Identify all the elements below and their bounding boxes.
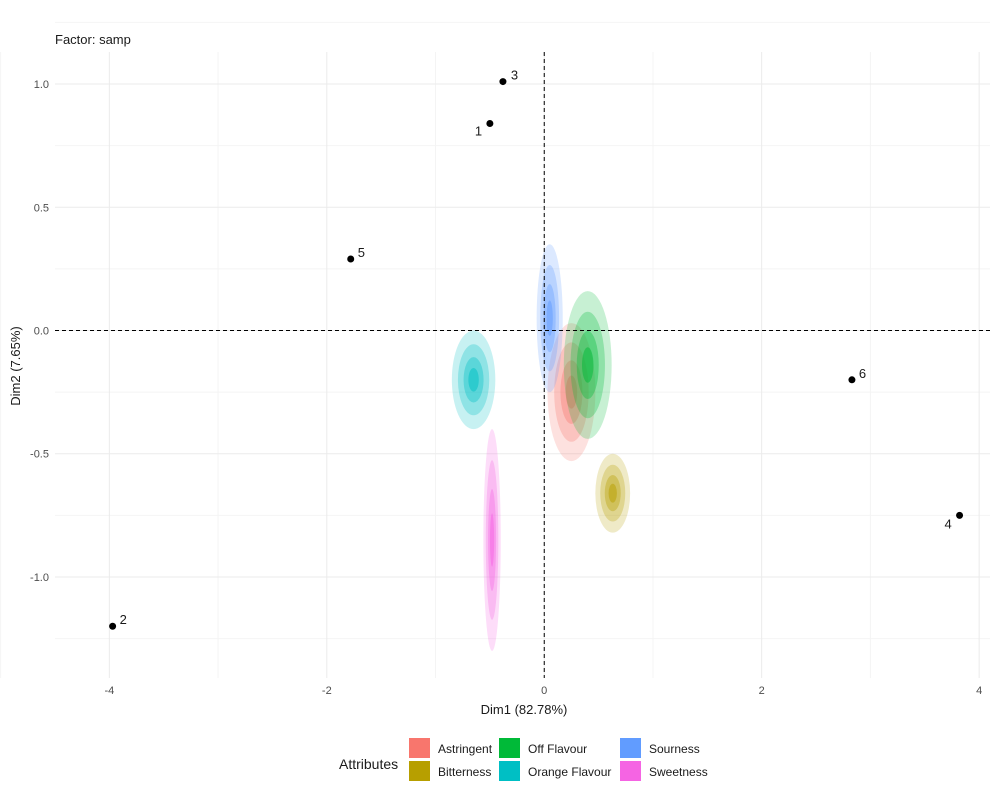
plot-panel: -4 -2 0 2 4 1.0 0.5 0.0 -0.5 -1.0 1 2 3 4 5 6	[0, 21, 990, 697]
legend-label: Astringent	[438, 742, 493, 756]
legend-label: Sourness	[649, 742, 700, 756]
y-tick-label: 0.0	[34, 325, 49, 337]
data-point-4	[956, 511, 964, 519]
data-point-label-4: 4	[945, 516, 952, 531]
legend-key-off-flavour	[499, 738, 520, 758]
legend-key-bitterness	[409, 761, 430, 781]
data-point-label-5: 5	[358, 245, 365, 260]
legend-label: Sweetness	[649, 765, 708, 779]
data-point-label-3: 3	[511, 68, 518, 83]
density-orange-flavour	[451, 330, 496, 430]
data-point-label-2: 2	[120, 612, 127, 627]
legend-key-astringent	[409, 738, 430, 758]
data-point-6	[848, 376, 856, 384]
y-tick-label: -0.5	[30, 449, 49, 461]
density-sweetness	[483, 429, 501, 651]
chart-subtitle: Factor: samp	[55, 32, 131, 47]
density-contour	[565, 375, 578, 409]
y-tick-label: 0.5	[34, 202, 49, 214]
legend-key-sourness	[620, 738, 641, 758]
legend-label: Off Flavour	[528, 742, 587, 756]
density-bitterness	[595, 453, 631, 533]
x-tick-label: 4	[976, 685, 982, 697]
x-tick-label: -4	[104, 685, 114, 697]
x-tick-label: 0	[541, 685, 547, 697]
legend: Attributes Astringent Bitterness Off Flavo…	[339, 738, 708, 781]
legend-key-orange-flavour	[499, 761, 520, 781]
data-point-label-6: 6	[859, 366, 866, 381]
y-tick-label: -1.0	[30, 572, 49, 584]
x-axis-title: Dim1 (82.78%)	[481, 702, 568, 717]
y-tick-label: 1.0	[34, 79, 49, 91]
legend-label: Orange Flavour	[528, 765, 611, 779]
data-point-1	[486, 119, 494, 127]
density-contour	[581, 347, 594, 383]
legend-key-sweetness	[620, 761, 641, 781]
data-point-3	[499, 78, 507, 86]
data-point-label-1: 1	[475, 123, 482, 138]
density-contour	[468, 367, 479, 392]
density-contour	[489, 513, 495, 567]
density-contour	[546, 300, 553, 336]
y-axis-title: Dim2 (7.65%)	[8, 326, 23, 405]
data-point-2	[109, 622, 117, 630]
legend-title: Attributes	[339, 756, 398, 772]
density-sourness	[536, 244, 563, 393]
density-off-flavour	[563, 291, 612, 439]
x-tick-label: 2	[759, 685, 765, 697]
legend-label: Bitterness	[438, 765, 491, 779]
data-point-5	[347, 255, 355, 263]
x-tick-label: -2	[322, 685, 332, 697]
density-contour	[608, 483, 617, 503]
